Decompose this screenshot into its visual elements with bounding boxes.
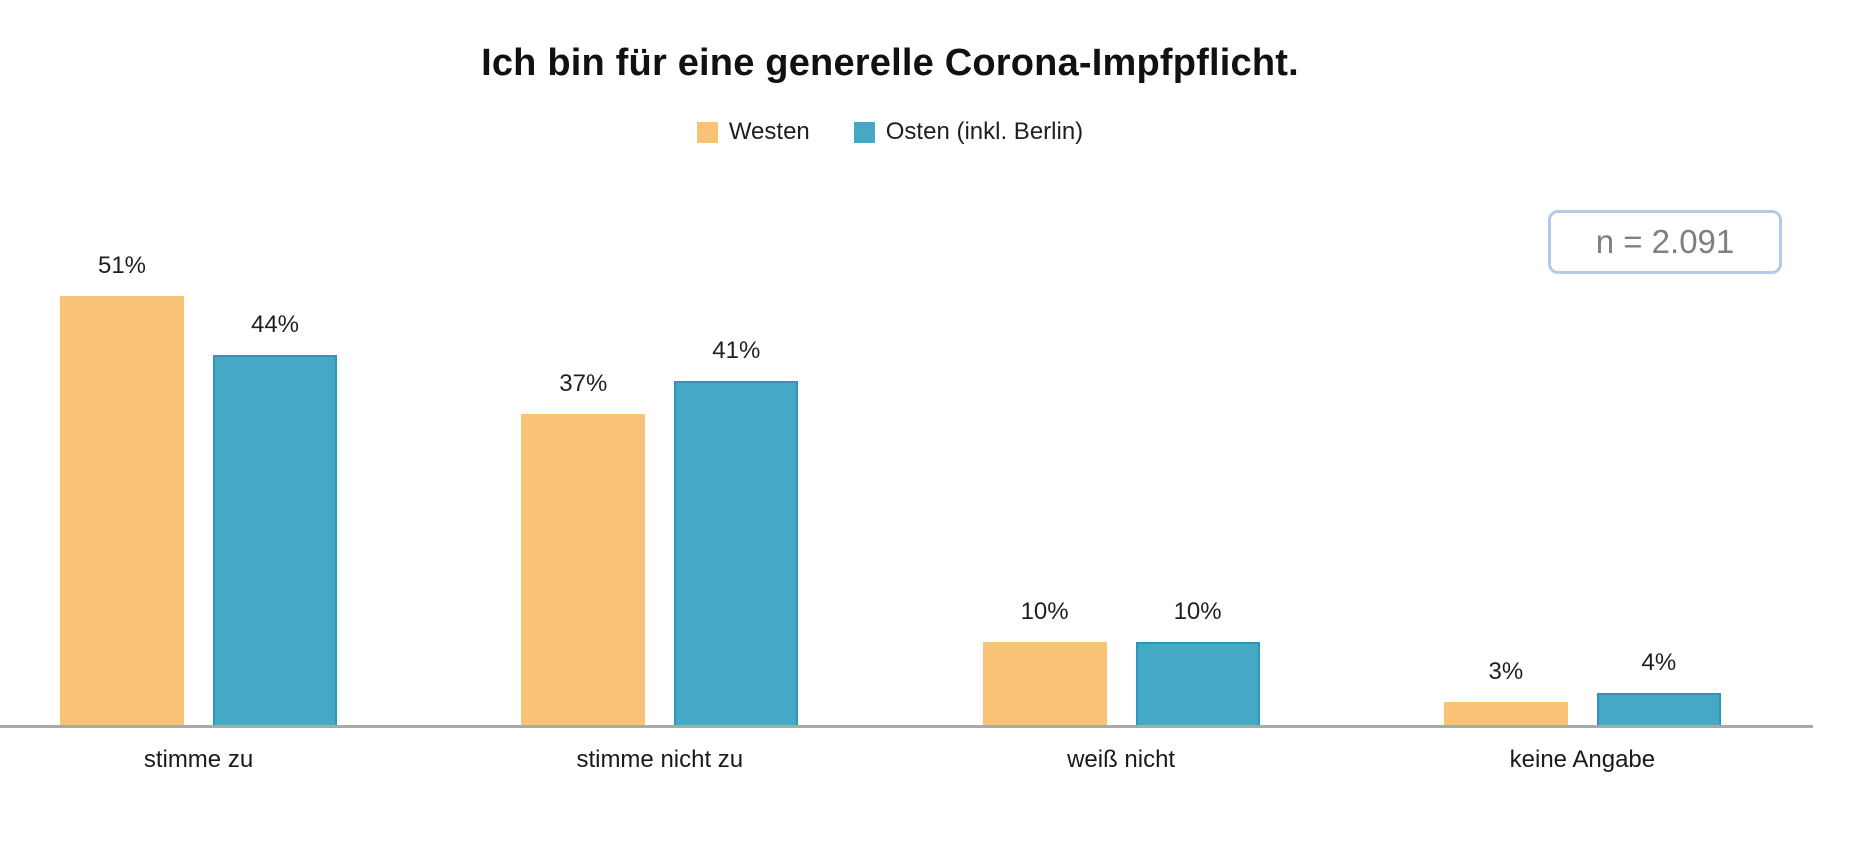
legend-label: Osten (inkl. Berlin) — [885, 118, 1084, 145]
chart-title: Ich bin für eine generelle Corona-Impfpf… — [481, 42, 1299, 84]
legend-label: Westen — [728, 118, 810, 145]
bar-osten-inkl-berlin-stimme-nicht-zu — [674, 381, 799, 727]
category-label-stimme-nicht-zu: stimme nicht zu — [576, 746, 744, 773]
bar-osten-inkl-berlin-weiss-nicht — [1135, 642, 1260, 727]
value-label-osten-inkl-berlin-stimme-zu: 44% — [250, 311, 300, 338]
value-label-westen-weiss-nicht: 10% — [1020, 598, 1069, 625]
sample-size-label: n = 2.091 — [1595, 223, 1735, 260]
bar-westen-stimme-zu — [60, 296, 184, 727]
bar-group-weiss-nicht: 10% 10% — [982, 170, 1260, 727]
bar-westen-stimme-nicht-zu — [521, 414, 646, 727]
legend-swatch-icon-westen — [696, 121, 718, 143]
legend-item-westen: Westen — [696, 118, 810, 146]
legend-swatch-icon-osten-inkl-berlin — [853, 121, 875, 143]
value-label-osten-inkl-berlin-weiss-nicht: 10% — [1173, 598, 1222, 625]
sample-size-box: n = 2.091 — [1548, 210, 1782, 274]
bar-group-stimme-zu: 51% 44% — [60, 170, 337, 727]
bar-group-keine-angabe: 3% 4% — [1443, 170, 1721, 727]
x-axis-line — [0, 725, 1813, 728]
value-label-westen-stimme-zu: 51% — [97, 252, 147, 279]
value-label-westen-keine-angabe: 3% — [1488, 658, 1524, 685]
category-label-keine-angabe: keine Angabe — [1509, 746, 1656, 773]
category-label-weiss-nicht: weiß nicht — [1067, 746, 1176, 773]
plot-area: 51% 44% 37% 41% 10% 10% 3% 4% — [0, 170, 1813, 727]
category-label-stimme-zu: stimme zu — [143, 746, 254, 773]
bar-westen-weiss-nicht — [982, 642, 1107, 727]
bar-group-stimme-nicht-zu: 37% 41% — [521, 170, 799, 727]
legend-item-osten-inkl-berlin: Osten (inkl. Berlin) — [853, 118, 1084, 146]
bar-westen-keine-angabe — [1443, 702, 1568, 727]
bar-osten-inkl-berlin-keine-angabe — [1596, 693, 1721, 727]
value-label-westen-stimme-nicht-zu: 37% — [559, 370, 608, 397]
bar-osten-inkl-berlin-stimme-zu — [213, 355, 337, 727]
value-label-osten-inkl-berlin-keine-angabe: 4% — [1641, 649, 1677, 676]
value-label-osten-inkl-berlin-stimme-nicht-zu: 41% — [712, 337, 761, 364]
chart-legend: Westen Osten (inkl. Berlin) — [0, 118, 1780, 146]
